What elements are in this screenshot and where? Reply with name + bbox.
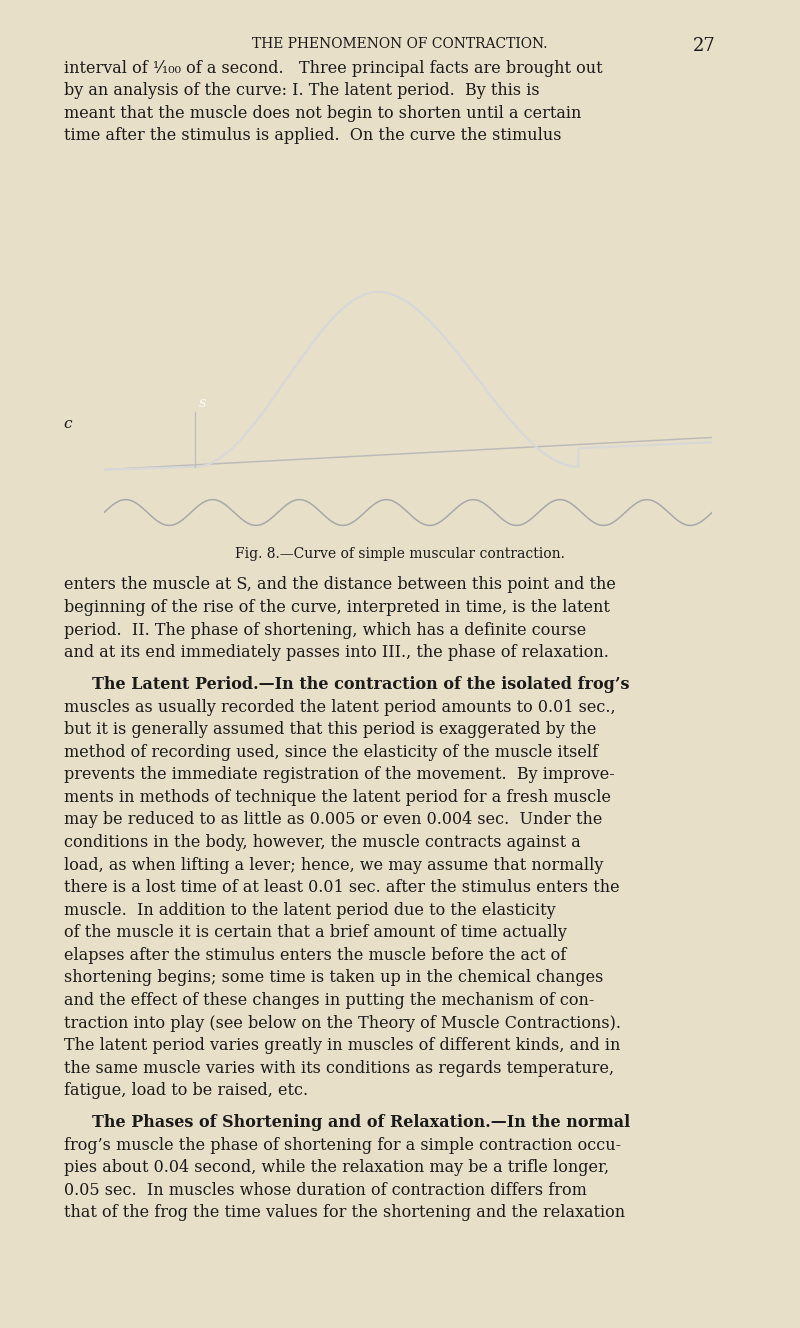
Text: muscles as usually recorded the latent period amounts to 0.01 sec.,: muscles as usually recorded the latent p… bbox=[64, 699, 616, 716]
Text: beginning of the rise of the curve, interpreted in time, is the latent: beginning of the rise of the curve, inte… bbox=[64, 599, 610, 616]
Text: enters the muscle at S, and the distance between this point and the: enters the muscle at S, and the distance… bbox=[64, 576, 616, 594]
Text: load, as when lifting a lever; hence, we may assume that normally: load, as when lifting a lever; hence, we… bbox=[64, 857, 603, 874]
Text: traction into play (see below on the Theory of Muscle Contractions).: traction into play (see below on the The… bbox=[64, 1015, 621, 1032]
Text: method of recording used, since the elasticity of the muscle itself: method of recording used, since the elas… bbox=[64, 744, 598, 761]
Text: that of the frog the time values for the shortening and the relaxation: that of the frog the time values for the… bbox=[64, 1204, 625, 1222]
Text: but it is generally assumed that this period is exaggerated by the: but it is generally assumed that this pe… bbox=[64, 721, 596, 738]
Text: there is a lost time of at least 0.01 sec. after the stimulus enters the: there is a lost time of at least 0.01 se… bbox=[64, 879, 620, 896]
Text: period.  II. The phase of shortening, which has a definite course: period. II. The phase of shortening, whi… bbox=[64, 622, 586, 639]
Text: c: c bbox=[64, 417, 72, 430]
Text: Fig. 8.—Curve of simple muscular contraction.: Fig. 8.—Curve of simple muscular contrac… bbox=[235, 547, 565, 562]
Text: and at its end immediately passes into III., the phase of relaxation.: and at its end immediately passes into I… bbox=[64, 644, 609, 661]
Text: 27: 27 bbox=[693, 37, 715, 56]
Text: The Phases of Shortening and of Relaxation.—In the normal: The Phases of Shortening and of Relaxati… bbox=[64, 1114, 630, 1131]
Text: time after the stimulus is applied.  On the curve the stimulus: time after the stimulus is applied. On t… bbox=[64, 127, 562, 145]
Text: ments in methods of technique the latent period for a fresh muscle: ments in methods of technique the latent… bbox=[64, 789, 611, 806]
Text: THE PHENOMENON OF CONTRACTION.: THE PHENOMENON OF CONTRACTION. bbox=[252, 37, 548, 52]
Text: elapses after the stimulus enters the muscle before the act of: elapses after the stimulus enters the mu… bbox=[64, 947, 566, 964]
Text: 0.05 sec.  In muscles whose duration of contraction differs from: 0.05 sec. In muscles whose duration of c… bbox=[64, 1182, 587, 1199]
Text: interval of ¹⁄₁₀₀ of a second.   Three principal facts are brought out: interval of ¹⁄₁₀₀ of a second. Three pri… bbox=[64, 60, 602, 77]
Text: fatigue, load to be raised, etc.: fatigue, load to be raised, etc. bbox=[64, 1082, 308, 1100]
Text: The Latent Period.—In the contraction of the isolated frog’s: The Latent Period.—In the contraction of… bbox=[64, 676, 630, 693]
Text: frog’s muscle the phase of shortening for a simple contraction occu-: frog’s muscle the phase of shortening fo… bbox=[64, 1137, 621, 1154]
Text: the same muscle varies with its conditions as regards temperature,: the same muscle varies with its conditio… bbox=[64, 1060, 614, 1077]
Text: conditions in the body, however, the muscle contracts against a: conditions in the body, however, the mus… bbox=[64, 834, 581, 851]
Text: pies about 0.04 second, while the relaxation may be a trifle longer,: pies about 0.04 second, while the relaxa… bbox=[64, 1159, 609, 1177]
Text: meant that the muscle does not begin to shorten until a certain: meant that the muscle does not begin to … bbox=[64, 105, 582, 122]
Text: shortening begins; some time is taken up in the chemical changes: shortening begins; some time is taken up… bbox=[64, 969, 603, 987]
Text: muscle.  In addition to the latent period due to the elasticity: muscle. In addition to the latent period… bbox=[64, 902, 556, 919]
Text: S: S bbox=[198, 400, 206, 409]
Text: of the muscle it is certain that a brief amount of time actually: of the muscle it is certain that a brief… bbox=[64, 924, 567, 942]
Text: and the effect of these changes in putting the mechanism of con-: and the effect of these changes in putti… bbox=[64, 992, 594, 1009]
Text: The latent period varies greatly in muscles of different kinds, and in: The latent period varies greatly in musc… bbox=[64, 1037, 620, 1054]
Text: may be reduced to as little as 0.005 or even 0.004 sec.  Under the: may be reduced to as little as 0.005 or … bbox=[64, 811, 602, 829]
Text: prevents the immediate registration of the movement.  By improve-: prevents the immediate registration of t… bbox=[64, 766, 614, 784]
Text: by an analysis of the curve: I. The latent period.  By this is: by an analysis of the curve: I. The late… bbox=[64, 82, 540, 100]
